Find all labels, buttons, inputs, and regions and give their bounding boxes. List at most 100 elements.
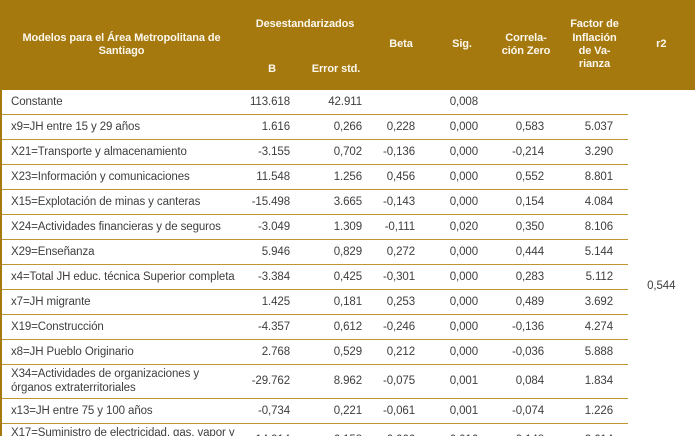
table-row: X24=Actividades financieras y de seguros… (1, 214, 695, 240)
table-row: x13=JH entre 75 y 100 años -0,734 0,221 … (1, 398, 695, 424)
row-label: X21=Transporte y almacenamiento (1, 139, 241, 165)
cell-vif: 3.290 (561, 139, 628, 165)
cell-sig: 0,000 (433, 114, 491, 140)
cell-error-std: 1.256 (303, 164, 369, 190)
cell-correlacion-zero: 0,084 (491, 364, 561, 399)
cell-correlacion-zero: 0,489 (491, 289, 561, 315)
cell-beta: -0,301 (369, 264, 433, 290)
cell-vif: 8.801 (561, 164, 628, 190)
table-row: X19=Construcción -4.357 0,612 -0,246 0,0… (1, 314, 695, 340)
cell-error-std: 6.158 (303, 423, 369, 436)
row-label: X17=Suministro de electricidad, gas, vap… (1, 423, 241, 436)
header-vif: Factor de Inflación de Va-rianza (561, 0, 628, 90)
cell-sig: 0,001 (433, 398, 491, 424)
row-label: x8=JH Pueblo Originario (1, 339, 241, 365)
cell-vif (561, 90, 628, 115)
cell-b: 1.425 (241, 289, 303, 315)
cell-correlacion-zero: -0,074 (491, 398, 561, 424)
cell-b: 5.946 (241, 239, 303, 265)
table-row: Constante 113.618 42.911 0,008 0,544 (1, 90, 695, 436)
cell-b: -4.357 (241, 314, 303, 340)
header-models: Modelos para el Área Metropolitana de Sa… (1, 0, 241, 90)
cell-beta: 0,212 (369, 339, 433, 365)
cell-beta (369, 90, 433, 115)
cell-beta: -0,061 (369, 398, 433, 424)
cell-error-std: 0,266 (303, 114, 369, 140)
cell-sig: 0,000 (433, 164, 491, 190)
cell-error-std: 42.911 (303, 90, 369, 115)
cell-error-std: 0,221 (303, 398, 369, 424)
header-beta: Beta (369, 0, 433, 90)
cell-vif: 5.037 (561, 114, 628, 140)
cell-vif: 2.614 (561, 423, 628, 436)
cell-b: -15.498 (241, 189, 303, 215)
cell-vif: 8.106 (561, 214, 628, 240)
cell-beta: -0,136 (369, 139, 433, 165)
cell-b: -3.049 (241, 214, 303, 240)
cell-b: -0,734 (241, 398, 303, 424)
cell-correlacion-zero: 0,583 (491, 114, 561, 140)
cell-correlacion-zero: -0,214 (491, 139, 561, 165)
header-correlacion-zero: Correla-ción Zero (491, 0, 561, 90)
table-row: X23=Información y comunicaciones 11.548 … (1, 164, 695, 190)
cell-vif: 5.144 (561, 239, 628, 265)
table-row: x7=JH migrante 1.425 0,181 0,253 0,000 0… (1, 289, 695, 315)
table-row: X17=Suministro de electricidad, gas, vap… (1, 423, 695, 436)
cell-correlacion-zero: -0,136 (491, 314, 561, 340)
cell-vif: 3.692 (561, 289, 628, 315)
cell-vif: 5.112 (561, 264, 628, 290)
cell-beta: 0,253 (369, 289, 433, 315)
table-row: X21=Transporte y almacenamiento -3.155 0… (1, 139, 695, 165)
cell-sig: 0,000 (433, 314, 491, 340)
cell-sig: 0,008 (433, 90, 491, 115)
cell-sig: 0,016 (433, 423, 491, 436)
cell-sig: 0,000 (433, 139, 491, 165)
row-label: X19=Construcción (1, 314, 241, 340)
cell-error-std: 0,702 (303, 139, 369, 165)
cell-vif: 1.226 (561, 398, 628, 424)
cell-vif: 4.274 (561, 314, 628, 340)
row-label: x9=JH entre 15 y 29 años (1, 114, 241, 140)
cell-sig: 0,000 (433, 289, 491, 315)
cell-beta: -0,075 (369, 364, 433, 399)
table-row: x9=JH entre 15 y 29 años 1.616 0,266 0,2… (1, 114, 695, 140)
cell-sig: 0,000 (433, 239, 491, 265)
cell-vif: 4.084 (561, 189, 628, 215)
cell-beta: 0,456 (369, 164, 433, 190)
cell-error-std: 3.665 (303, 189, 369, 215)
cell-b: -29.762 (241, 364, 303, 399)
row-label: x7=JH migrante (1, 289, 241, 315)
header-error-std: Error std. (303, 50, 369, 90)
row-label: x13=JH entre 75 y 100 años (1, 398, 241, 424)
cell-b: 2.768 (241, 339, 303, 365)
cell-beta: -0,246 (369, 314, 433, 340)
table-row: x4=Total JH educ. técnica Superior compl… (1, 264, 695, 290)
cell-correlacion-zero: 0,444 (491, 239, 561, 265)
cell-sig: 0,020 (433, 214, 491, 240)
cell-b: -3.384 (241, 264, 303, 290)
row-label: X24=Actividades financieras y de seguros (1, 214, 241, 240)
cell-vif: 5.888 (561, 339, 628, 365)
cell-sig: 0,001 (433, 364, 491, 399)
table-row: x8=JH Pueblo Originario 2.768 0,529 0,21… (1, 339, 695, 365)
cell-b: 1.616 (241, 114, 303, 140)
table-header: Modelos para el Área Metropolitana de Sa… (1, 0, 695, 90)
cell-correlacion-zero: 0,552 (491, 164, 561, 190)
cell-error-std: 0,425 (303, 264, 369, 290)
cell-correlacion-zero: 0,283 (491, 264, 561, 290)
header-r2: r2 (628, 0, 695, 90)
table-row: X34=Actividades de organizaciones y órga… (1, 364, 695, 399)
cell-error-std: 0,529 (303, 339, 369, 365)
cell-error-std: 8.962 (303, 364, 369, 399)
cell-beta: -0,066 (369, 423, 433, 436)
cell-b: 113.618 (241, 90, 303, 115)
row-label: X34=Actividades de organizaciones y órga… (1, 364, 241, 399)
cell-vif: 1.834 (561, 364, 628, 399)
row-label: x4=Total JH educ. técnica Superior compl… (1, 264, 241, 290)
row-label: X23=Información y comunicaciones (1, 164, 241, 190)
table-row: X29=Enseñanza 5.946 0,829 0,272 0,000 0,… (1, 239, 695, 265)
cell-correlacion-zero: -0,036 (491, 339, 561, 365)
cell-b: -14.914 (241, 423, 303, 436)
